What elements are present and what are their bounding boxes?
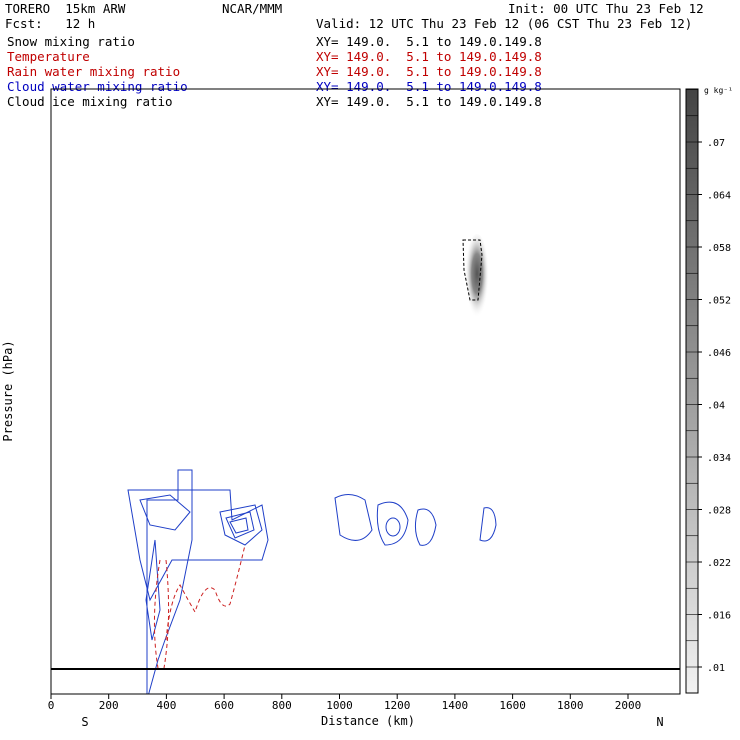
colorbar-unit: g kg⁻¹ — [704, 86, 733, 95]
cloud-ice-plume — [465, 234, 489, 322]
rain-water-contour — [163, 559, 170, 669]
field-rain-xy: XY= 149.0. 5.1 to 149.0.149.8 — [316, 64, 542, 79]
cloud-water-contour — [219, 504, 263, 546]
x-tick-label: 1200 — [384, 699, 411, 712]
field-temperature-name: Temperature — [7, 49, 90, 64]
south-label: S — [81, 715, 88, 729]
forecast-hour: Fcst: 12 h — [5, 16, 96, 31]
cloud-water-contour — [145, 539, 161, 641]
x-tick-label: 200 — [99, 699, 119, 712]
cloud-water-contour — [334, 494, 373, 541]
x-tick-label: 1400 — [442, 699, 469, 712]
x-axis: 0 200 400 600 800 1000 1200 1400 1600 1800 2000 — [48, 694, 642, 712]
rain-water-contour — [165, 544, 246, 641]
field-cloud-ice-name: Cloud ice mixing ratio — [7, 94, 173, 109]
field-cloud-water-name: Cloud water mixing ratio — [7, 79, 188, 94]
colorbar-tick-label: .04 — [707, 401, 725, 412]
colorbar-tick-label: .01 — [707, 663, 725, 674]
field-cloud-ice-xy: XY= 149.0. 5.1 to 149.0.149.8 — [316, 94, 542, 109]
x-axis-label: Distance (km) — [321, 714, 415, 728]
x-tick-label: 600 — [214, 699, 234, 712]
cloud-water-contour — [376, 501, 409, 546]
colorbar-tick-label: .028 — [707, 506, 731, 517]
cloud-water-contour — [139, 494, 191, 531]
cloud-water-contour — [385, 517, 401, 537]
colorbar-divisions — [686, 89, 698, 668]
snow-contour — [462, 239, 483, 301]
x-tick-label: 1000 — [326, 699, 353, 712]
cloud-water-contour — [127, 489, 269, 602]
colorbar — [685, 88, 699, 694]
field-temperature-xy: XY= 149.0. 5.1 to 149.0.149.8 — [316, 49, 542, 64]
colorbar-tick-label: .058 — [707, 243, 731, 254]
model-title: TORERO 15km ARW — [5, 1, 126, 16]
cloud-water-contour — [225, 511, 255, 539]
field-rain-name: Rain water mixing ratio — [7, 64, 181, 79]
x-tick-label: 2000 — [615, 699, 642, 712]
x-tick-label: 400 — [156, 699, 176, 712]
colorbar-tick-label: .07 — [707, 138, 725, 149]
field-snow-name: Snow mixing ratio — [7, 34, 135, 49]
x-tick-label: 0 — [48, 699, 55, 712]
y-axis-label: Pressure (hPa) — [1, 340, 15, 441]
field-cloud-water-xy: XY= 149.0. 5.1 to 149.0.149.8 — [316, 79, 542, 94]
x-tick-label: 800 — [272, 699, 292, 712]
rain-water-contour — [153, 559, 161, 669]
cloud-ice-shading — [465, 234, 489, 322]
plot-frame — [50, 88, 681, 695]
colorbar-tick-label: .034 — [707, 453, 731, 464]
init-time: Init: 00 UTC Thu 23 Feb 12 — [508, 1, 704, 16]
cloud-water-contour — [414, 508, 437, 546]
colorbar-tick-label: .016 — [707, 611, 731, 622]
colorbar-tick-label: .046 — [707, 348, 731, 359]
colorbar-tick-label: .022 — [707, 558, 731, 569]
x-tick-label: 1600 — [499, 699, 526, 712]
cloud-water-contour — [479, 507, 497, 542]
colorbar-ticks: .07 .064 .058 .052 .046 .04 .034 .028 .022 .016 .0… — [698, 138, 731, 674]
field-snow-xy: XY= 149.0. 5.1 to 149.0.149.8 — [316, 34, 542, 49]
hydrometeor-contours — [127, 239, 497, 694]
org-label: NCAR/MMM — [222, 1, 283, 16]
colorbar-tick-label: .064 — [707, 191, 731, 202]
valid-time: Valid: 12 UTC Thu 23 Feb 12 (06 CST Thu … — [316, 16, 693, 31]
cloud-water-contour — [229, 517, 249, 534]
cloud-water-contour — [146, 469, 193, 694]
north-label: N — [656, 715, 663, 729]
x-tick-label: 1800 — [557, 699, 584, 712]
colorbar-tick-label: .052 — [707, 296, 731, 307]
